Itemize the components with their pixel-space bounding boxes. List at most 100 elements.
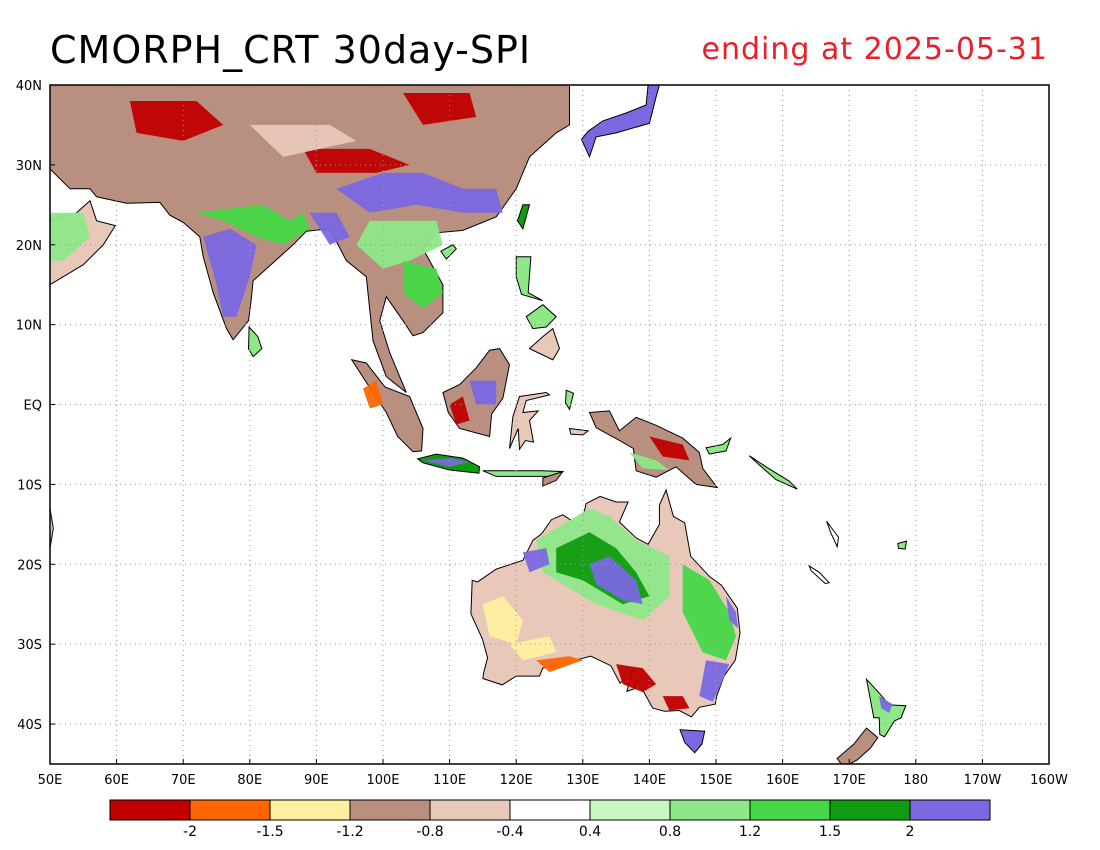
patch-tibet-pale — [249, 124, 357, 157]
patch-java-wet — [423, 458, 470, 467]
patch-india-wet — [203, 228, 257, 317]
legend-swatch — [909, 799, 991, 821]
legend-swatch — [109, 799, 191, 821]
lat-label: 30S — [17, 638, 42, 653]
lon-label: 180 — [903, 773, 928, 788]
land-tasmania — [679, 729, 706, 754]
land-moluccas — [564, 389, 575, 411]
patch-sumatra-dry — [363, 380, 383, 409]
patch-borneo-dry — [449, 396, 470, 425]
patch-au-sw-pale — [509, 636, 557, 661]
patch-north-dry — [129, 101, 224, 141]
patch-au-north-wet — [522, 548, 550, 573]
lat-label: 10N — [16, 319, 42, 334]
legend-swatch — [589, 799, 671, 821]
land-taiwan — [516, 204, 531, 230]
land-japan — [580, 85, 660, 159]
patch-nz-wet — [879, 696, 893, 713]
lat-label: 20N — [16, 239, 42, 254]
land-sumatra — [350, 359, 424, 453]
land-layer — [50, 85, 908, 764]
legend-label: 1.2 — [739, 824, 761, 840]
land-philippines-visayas — [525, 304, 557, 330]
patch-borneo-wet — [469, 380, 497, 405]
patch-arabia-green — [50, 212, 90, 261]
patch-china-dry — [303, 148, 410, 173]
color-legend: -2 -1.5 -1.2 -0.8 -0.4 0.4 0.8 1.2 1.5 2 — [109, 799, 991, 840]
lat-label: 40N — [16, 79, 42, 94]
patch-north-china-dry — [403, 93, 477, 125]
patch-se-asia-green — [356, 220, 443, 269]
patch-au-great-bight-dry — [536, 656, 583, 673]
lon-label: 150E — [699, 773, 732, 788]
land-sulawesi — [509, 391, 551, 451]
legend-swatch — [669, 799, 751, 821]
graticule — [50, 85, 1049, 764]
legend-label: -2 — [183, 824, 197, 840]
land-new-britain — [705, 436, 732, 455]
lon-label: 60E — [104, 773, 129, 788]
map-frame — [49, 84, 1050, 765]
land-seram — [568, 427, 590, 436]
land-vanuatu — [826, 520, 840, 549]
lon-label: 50E — [38, 773, 63, 788]
patch-au-se-wet — [699, 660, 730, 702]
legend-swatch — [269, 799, 351, 821]
lat-label: 10S — [17, 478, 42, 493]
legend-label: -1.2 — [336, 824, 363, 840]
legend-label: 2 — [906, 824, 915, 840]
land-sri-lanka — [247, 325, 263, 358]
legend-swatch — [429, 799, 511, 821]
land-asia — [50, 85, 570, 393]
legend-label: -1.5 — [256, 824, 283, 840]
date-subtitle: ending at 2025-05-31 — [701, 32, 1048, 67]
lon-label: 100E — [366, 773, 399, 788]
patch-indochina-green — [403, 260, 443, 309]
patch-au-east-green — [682, 564, 736, 661]
axis-labels: 50E 60E 70E 80E 90E 100E 110E 120E 130E 140E 150E 1… — [16, 79, 1068, 788]
land-fiji — [897, 540, 908, 550]
legend-swatch — [189, 799, 271, 821]
lat-label: 20S — [17, 558, 42, 573]
land-new-guinea — [588, 410, 719, 489]
lon-label: 130E — [566, 773, 599, 788]
land-philippines-mindanao — [528, 327, 561, 361]
legend-label: -0.4 — [496, 824, 523, 840]
lat-label: EQ — [24, 399, 42, 414]
patch-png-dry — [649, 436, 690, 461]
legend-swatch — [829, 799, 911, 821]
patch-china-wet — [336, 172, 503, 213]
lon-label: 140E — [633, 773, 666, 788]
lon-label: 170W — [964, 773, 1002, 788]
lon-label: 80E — [237, 773, 262, 788]
legend-swatch — [509, 799, 591, 821]
lon-label: 120E — [500, 773, 533, 788]
lon-label: 170E — [833, 773, 866, 788]
patch-au-east-wet — [726, 596, 738, 629]
legend-swatch — [749, 799, 831, 821]
patch-au-central-wet — [589, 556, 643, 605]
patch-ne-india-wet — [309, 212, 350, 245]
patch-png-green — [629, 452, 670, 470]
lon-label: 110E — [433, 773, 466, 788]
land-new-caledonia — [808, 564, 831, 585]
legend-label: 0.4 — [579, 824, 601, 840]
legend-label: 0.8 — [659, 824, 681, 840]
lon-label: 90E — [304, 773, 329, 788]
patch-au-vic-dry — [662, 696, 690, 711]
legend-label: -0.8 — [416, 824, 443, 840]
patch-au-south-dry — [616, 664, 657, 693]
lon-label: 160E — [766, 773, 799, 788]
land-hainan — [440, 244, 457, 260]
lat-label: 30N — [16, 159, 42, 174]
land-madagascar-edge — [50, 508, 54, 549]
legend-swatch — [349, 799, 431, 821]
land-solomons — [748, 455, 798, 490]
patch-au-west-pale — [482, 596, 523, 645]
patch-india-green — [196, 204, 310, 245]
land-new-zealand-south — [836, 727, 879, 764]
lon-label: 160W — [1030, 773, 1068, 788]
lon-label: 70E — [171, 773, 196, 788]
land-timor — [542, 470, 565, 487]
